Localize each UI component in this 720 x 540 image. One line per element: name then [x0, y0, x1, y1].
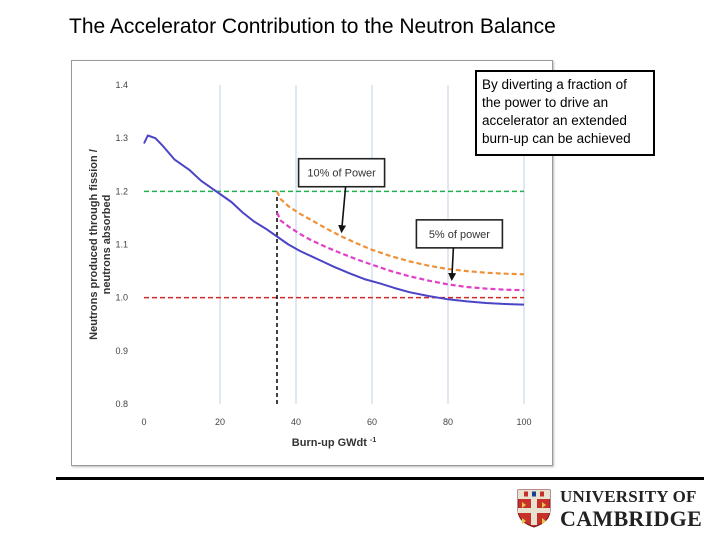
series-line-0 — [143, 134, 525, 306]
x-tick-label: 60 — [367, 417, 377, 427]
annotation-label-1: 5% of power — [429, 229, 490, 241]
y-tick-label: 1.2 — [115, 186, 128, 196]
annotation-box-1 — [415, 219, 504, 249]
crest-icon — [517, 489, 551, 528]
series-layer — [143, 134, 525, 306]
university-logo: UNIVERSITY OF CAMBRIDGE — [516, 487, 716, 531]
x-tick-label: 40 — [291, 417, 301, 427]
annotation-label-0: 10% of Power — [307, 168, 376, 180]
reference-lines — [144, 190, 524, 404]
x-tick-label: 0 — [141, 417, 146, 427]
series-line-2 — [276, 212, 525, 292]
y-tick-label: 0.9 — [115, 346, 128, 356]
neutron-balance-chart: 0.8 0.9 1.0 1.1 1.2 1.3 1.4 0 20 40 60 80 100 Burn-up… — [88, 80, 532, 449]
axis-layer: 0.8 0.9 1.0 1.1 1.2 1.3 1.4 0 20 40 60 80 100 Burn-up… — [88, 80, 532, 449]
slide-title: The Accelerator Contribution to the Neut… — [69, 15, 556, 38]
annotation-arrow-1 — [448, 247, 457, 282]
logo-text-line2: CAMBRIDGE — [560, 506, 703, 531]
chart-frame: 0.8 0.9 1.0 1.1 1.2 1.3 1.4 0 20 40 60 80 100 Burn-up… — [71, 60, 553, 466]
y-tick-label: 1.1 — [115, 240, 128, 250]
y-axis-label: Neutrons produced through fission /neutr… — [88, 149, 113, 340]
y-tick-label: 1.4 — [115, 80, 128, 90]
footer-rule — [56, 477, 704, 480]
callout-box: By diverting a fraction of the power to … — [475, 70, 655, 156]
x-tick-label: 20 — [215, 417, 225, 427]
y-tick-label: 0.8 — [115, 399, 128, 409]
x-tick-label: 80 — [443, 417, 453, 427]
y-tick-label: 1.0 — [115, 293, 128, 303]
y-tick-label: 1.3 — [115, 133, 128, 143]
annotation-layer: 10% of Power 5% of power — [297, 157, 504, 282]
annotation-arrow-0 — [338, 186, 347, 234]
series-line-1 — [276, 190, 525, 276]
x-tick-label: 100 — [516, 417, 531, 427]
logo-text-line1: UNIVERSITY OF — [560, 487, 697, 506]
annotation-box-0 — [297, 157, 386, 188]
x-axis-label: Burn-up GWdt -1 — [292, 437, 377, 449]
